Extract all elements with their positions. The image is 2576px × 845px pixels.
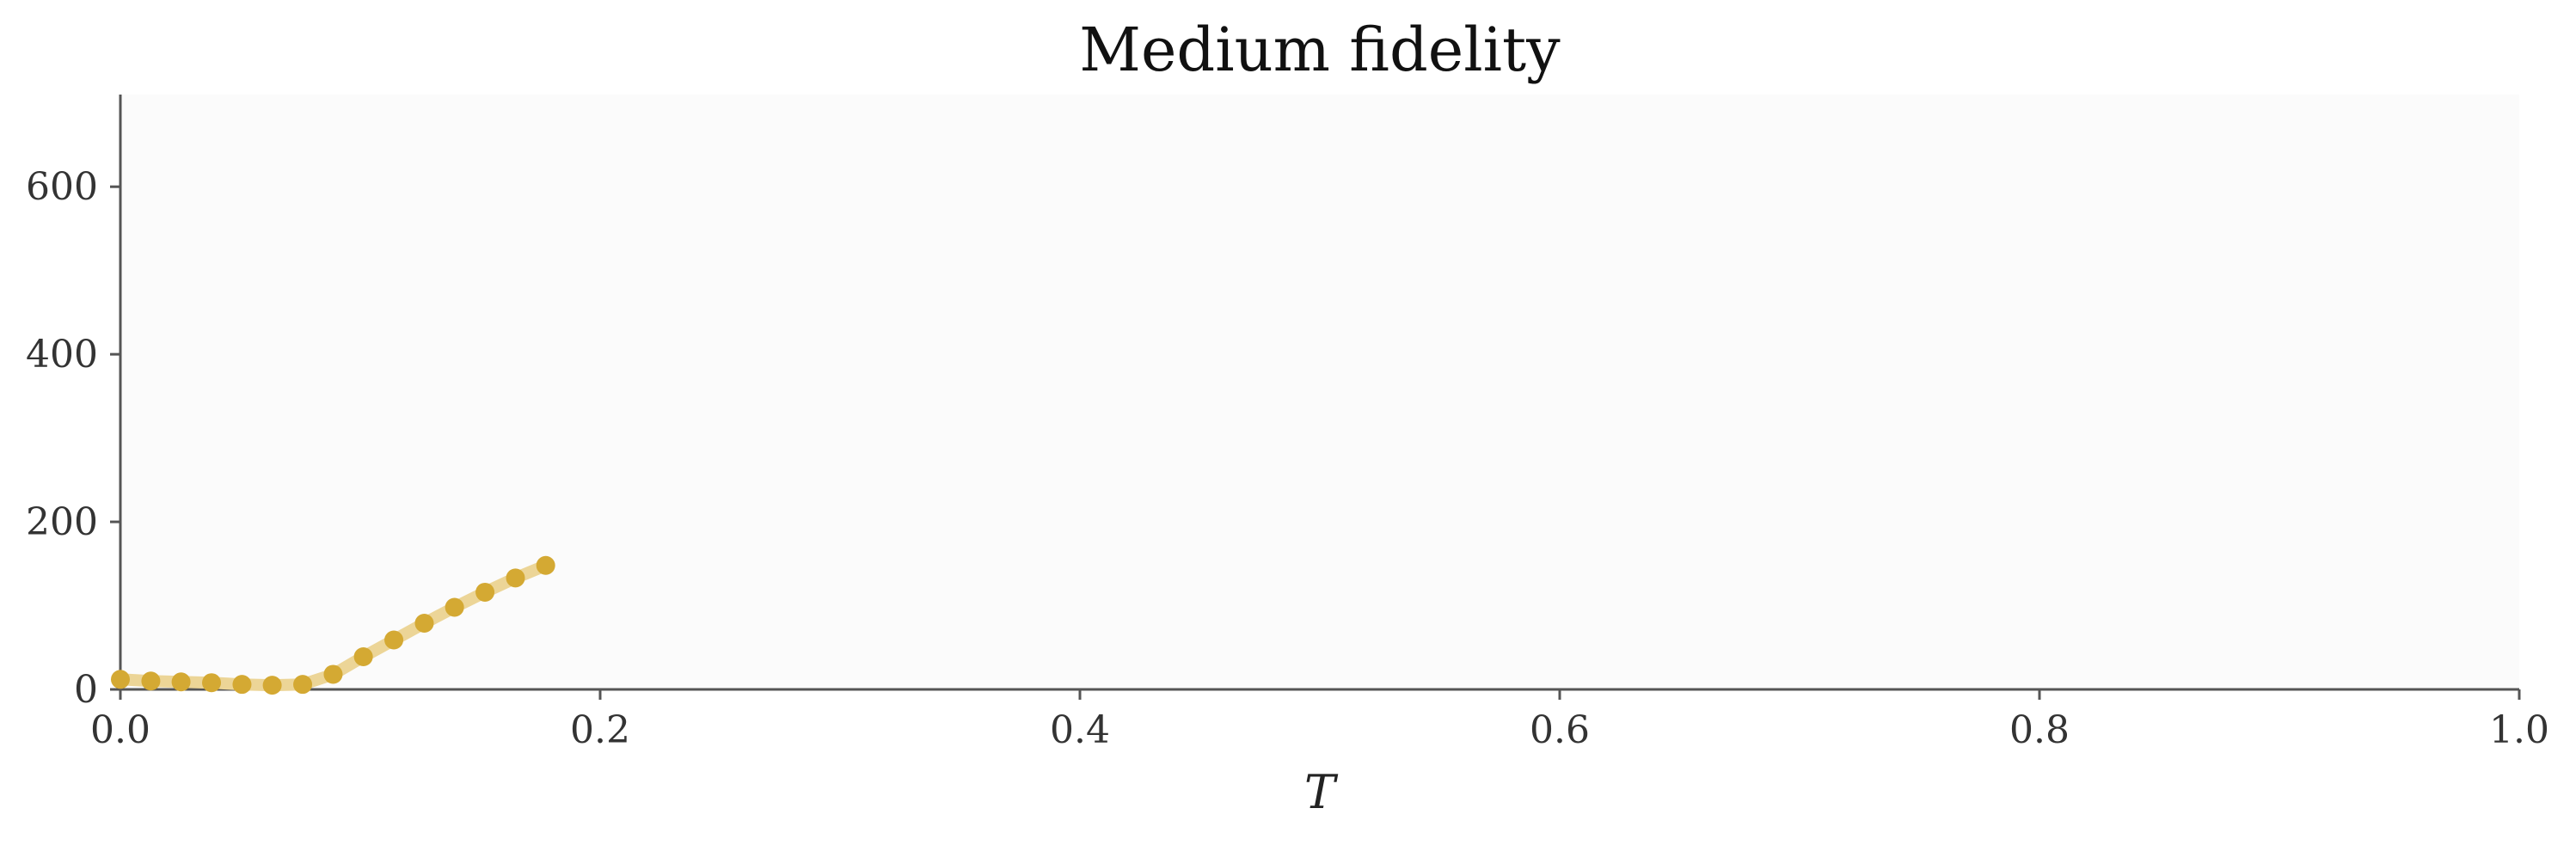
data-point xyxy=(111,670,130,689)
y-tick-label: 400 xyxy=(26,333,98,377)
plot-area xyxy=(120,95,2519,689)
data-point xyxy=(141,671,161,691)
y-tick-label: 200 xyxy=(26,500,98,544)
x-tick-label: 0.4 xyxy=(1050,708,1110,752)
chart-title: Medium fidelity xyxy=(1079,15,1561,85)
series-points xyxy=(111,555,555,695)
data-point xyxy=(414,614,434,634)
data-point xyxy=(384,630,404,650)
y-ticks: 0 200 400 600 xyxy=(26,165,120,712)
data-point xyxy=(536,555,555,575)
x-tick-label: 0.2 xyxy=(570,708,630,752)
data-point xyxy=(445,597,464,617)
data-point xyxy=(232,675,252,695)
x-tick-label: 0.6 xyxy=(1530,708,1590,752)
data-point xyxy=(475,582,495,602)
data-point xyxy=(353,646,373,666)
data-point xyxy=(323,664,343,684)
x-axis-label: T xyxy=(1304,765,1339,819)
y-tick-label: 0 xyxy=(74,668,98,712)
data-point xyxy=(171,672,191,692)
x-ticks: 0.0 0.2 0.4 0.6 0.8 1.0 xyxy=(90,689,2549,752)
data-point xyxy=(202,673,222,693)
data-point xyxy=(262,676,282,695)
data-point xyxy=(293,675,313,695)
x-tick-label: 0.8 xyxy=(2009,708,2070,752)
x-tick-label: 0.0 xyxy=(90,708,150,752)
y-tick-label: 600 xyxy=(26,165,98,209)
data-point xyxy=(506,568,525,588)
x-tick-label: 1.0 xyxy=(2489,708,2549,752)
